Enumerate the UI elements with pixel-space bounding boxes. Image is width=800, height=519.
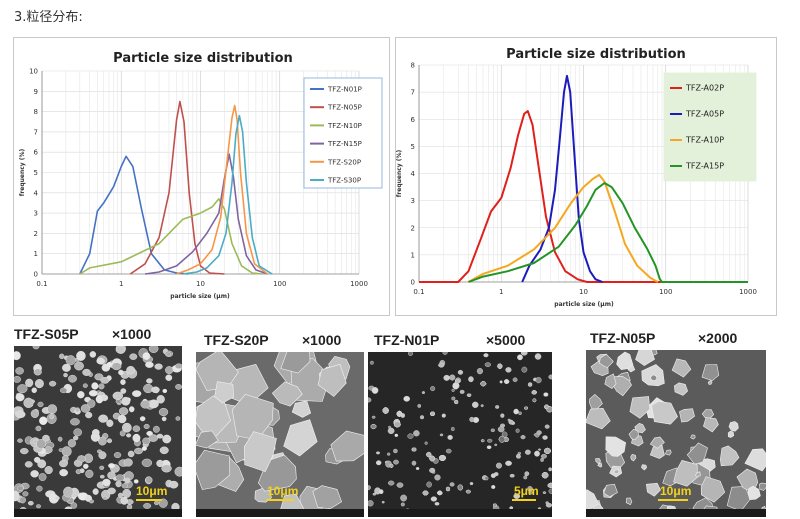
sem-sample-label: TFZ-S05P xyxy=(14,326,79,342)
sem-image-s20p: TFZ-S20P ×1000 10μm xyxy=(196,330,364,517)
series-line-tfz-a05p xyxy=(521,74,603,283)
legend-label: TFZ-A02P xyxy=(685,84,724,93)
sem-info-strip xyxy=(586,509,766,517)
series-line-tfz-s20p xyxy=(176,104,268,275)
particles xyxy=(586,350,766,517)
x-tick-label: 1 xyxy=(119,280,123,288)
y-tick-label: 6 xyxy=(411,116,416,124)
y-tick-label: 3 xyxy=(34,210,38,218)
chart-right: Particle size distribution 0 1 2 3 4 5 6 7 8 0.1 1 1… xyxy=(396,47,757,308)
chart-title: Particle size distribution xyxy=(506,47,686,62)
micrograph-s05p xyxy=(14,346,182,517)
scale-bar-label: 10μm xyxy=(136,484,168,498)
x-tick-label: 0.1 xyxy=(36,280,47,288)
y-tick-label: 6 xyxy=(34,149,39,157)
y-tick-label: 2 xyxy=(411,224,415,232)
y-tick-label: 7 xyxy=(411,89,415,97)
micrograph-n05p xyxy=(586,350,766,517)
legend-label: TFZ-N15P xyxy=(327,140,362,148)
sem-magnification-label: ×5000 xyxy=(486,332,526,348)
scale-bar-label: 5μm xyxy=(514,484,539,498)
scale-bar-label: 10μm xyxy=(660,484,692,498)
x-tick-label: 1000 xyxy=(739,288,757,296)
legend-label: TFZ-S20P xyxy=(327,158,361,166)
x-tick-label: 0.1 xyxy=(413,288,424,296)
scale-bar xyxy=(512,499,536,501)
x-tick-label: 10 xyxy=(579,288,588,296)
y-tick-label: 0 xyxy=(34,271,38,279)
legend-label: TFZ-N05P xyxy=(327,104,362,112)
y-tick-label: 7 xyxy=(34,128,38,136)
y-tick-label: 2 xyxy=(34,230,38,238)
sem-info-strip xyxy=(368,509,552,517)
sem-magnification-label: ×1000 xyxy=(302,332,342,348)
series-line-tfz-a15p xyxy=(468,182,748,283)
micrograph-n01p xyxy=(368,352,552,517)
legend-label: TFZ-A15P xyxy=(685,162,724,171)
y-tick-label: 5 xyxy=(34,169,38,177)
legend-label: TFZ-A10P xyxy=(685,136,724,145)
sem-sample-label: TFZ-N05P xyxy=(590,330,656,346)
y-tick-label: 10 xyxy=(29,68,38,76)
series-line-tfz-a10p xyxy=(468,173,659,283)
sem-magnification-label: ×2000 xyxy=(698,330,738,346)
particles xyxy=(368,352,552,517)
y-tick-label: 4 xyxy=(411,170,416,178)
sem-info-strip xyxy=(14,509,182,517)
y-tick-label: 4 xyxy=(34,189,39,197)
sem-image-n01p: TFZ-N01P ×5000 5μm xyxy=(368,330,552,517)
scale-bar xyxy=(658,499,688,501)
y-tick-label: 8 xyxy=(34,108,38,116)
scale-bar xyxy=(136,499,162,501)
particles xyxy=(196,352,364,517)
series-line-tfz-n10p xyxy=(79,198,263,275)
legend-label: TFZ-S30P xyxy=(327,177,361,185)
legend-box xyxy=(663,72,757,182)
y-tick-label: 1 xyxy=(34,250,38,258)
sem-sample-label: TFZ-N01P xyxy=(374,332,440,348)
x-tick-label: 1000 xyxy=(350,280,368,288)
legend-label: TFZ-N10P xyxy=(327,122,362,130)
x-tick-label: 1 xyxy=(499,288,503,296)
legend-label: TFZ-N01P xyxy=(327,86,362,94)
legend-box xyxy=(303,77,383,189)
chart-title: Particle size distribution xyxy=(113,51,293,66)
y-tick-label: 0 xyxy=(411,279,415,287)
sem-image-s05p: TFZ-S05P ×1000 10μm xyxy=(14,324,182,517)
sem-sample-label: TFZ-S20P xyxy=(204,332,269,348)
y-tick-label: 3 xyxy=(411,197,415,205)
sem-image-n05p: TFZ-N05P ×2000 10μm xyxy=(586,328,766,517)
y-axis-label: frequency (%) xyxy=(396,149,403,197)
y-tick-label: 8 xyxy=(411,62,415,70)
sem-info-strip xyxy=(196,509,364,517)
scale-bar xyxy=(266,499,294,501)
sem-magnification-label: ×1000 xyxy=(112,326,152,342)
series-line-tfz-n05p xyxy=(129,100,225,275)
chart-panel-left: Particle size distribution 0 1 2 3 4 5 6 7 8 9 10 0.… xyxy=(13,37,390,316)
legend-label: TFZ-A05P xyxy=(685,110,724,119)
x-tick-label: 100 xyxy=(273,280,286,288)
scale-bar-label: 10μm xyxy=(267,484,299,498)
x-axis-label: particle size (μm) xyxy=(170,293,230,300)
chart-left: Particle size distribution 0 1 2 3 4 5 6 7 8 9 10 0.… xyxy=(19,51,383,300)
x-tick-label: 10 xyxy=(196,280,205,288)
y-tick-label: 1 xyxy=(411,251,415,259)
series-line-tfz-a02p xyxy=(419,110,748,283)
page-heading: 3.粒径分布: xyxy=(14,10,83,25)
chart-panel-right: Particle size distribution 0 1 2 3 4 5 6 7 8 0.1 1 1… xyxy=(395,37,777,316)
y-axis-label: frequency (%) xyxy=(19,148,26,196)
x-tick-label: 100 xyxy=(659,288,672,296)
y-tick-label: 9 xyxy=(34,88,38,96)
series-line-tfz-s30p xyxy=(182,114,273,275)
x-axis-label: particle size (μm) xyxy=(554,301,614,308)
micrograph-s20p xyxy=(196,352,364,517)
particles xyxy=(14,346,182,517)
y-tick-label: 5 xyxy=(411,143,415,151)
